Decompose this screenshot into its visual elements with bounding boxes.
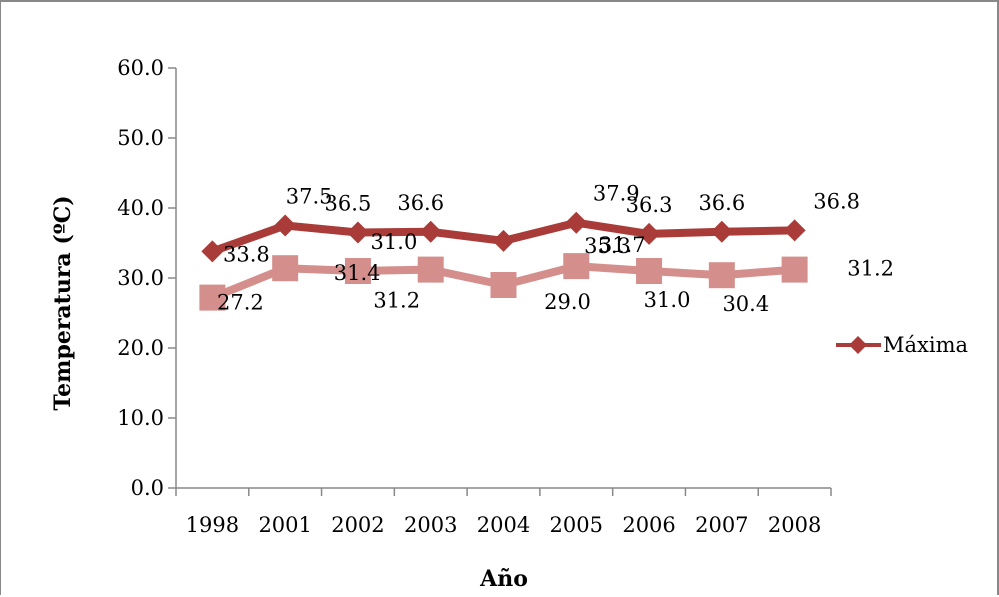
data-point-square <box>708 262 735 289</box>
y-tick-label: 10.0 <box>117 406 164 430</box>
data-label: 33.8 <box>223 242 270 266</box>
x-tick-label: 2001 <box>258 513 311 537</box>
data-point-square <box>199 284 226 311</box>
data-label: 31.4 <box>334 261 381 285</box>
data-label: 37.9 <box>593 182 640 206</box>
series-layer <box>199 211 808 311</box>
data-point-diamond <box>565 211 588 234</box>
data-point-diamond <box>346 221 369 244</box>
legend-label: Máxima <box>883 333 968 357</box>
data-label: 31.7 <box>599 233 646 257</box>
y-tick-label: 50.0 <box>117 126 164 150</box>
x-axis-title: Año <box>479 566 528 592</box>
y-tick-label: 60.0 <box>117 56 164 80</box>
data-label: 36.6 <box>397 191 444 215</box>
data-label: 31.2 <box>847 257 894 281</box>
data-point-square <box>781 256 808 283</box>
y-tick-label: 20.0 <box>117 336 164 360</box>
data-point-diamond <box>201 240 224 263</box>
data-labels: 27.2 31.4 31.0 31.2 29.0 31.7 31.0 30.4 31.2 33.8… <box>217 182 894 317</box>
data-point-diamond <box>274 214 297 237</box>
data-label: 36.3 <box>626 193 673 217</box>
legend: Máxima <box>836 333 968 357</box>
data-label: 31.0 <box>644 288 691 312</box>
data-label: 37.5 <box>286 185 333 209</box>
x-tick-label: 2004 <box>477 513 530 537</box>
data-point-square <box>636 258 663 284</box>
data-point-diamond <box>492 229 515 252</box>
data-point-diamond <box>638 222 661 245</box>
data-label: 27.2 <box>217 291 264 315</box>
x-tick-label: 1998 <box>186 513 239 537</box>
legend-marker-diamond <box>849 336 867 354</box>
x-tick-label: 2005 <box>550 513 603 537</box>
data-point-diamond <box>783 219 806 242</box>
axes: 0.0 10.0 20.0 30.0 40.0 50.0 60.0 1998 2001 2002 2… <box>117 56 832 537</box>
data-point-diamond <box>419 220 442 243</box>
data-point-square <box>272 255 299 282</box>
data-point-square <box>563 253 590 280</box>
data-label: 35.3 <box>584 234 631 258</box>
data-point-diamond <box>710 220 733 243</box>
x-tick-label: 2007 <box>695 513 748 537</box>
y-tick-label: 40.0 <box>117 196 164 220</box>
data-label: 36.6 <box>698 191 745 215</box>
x-tick-label: 2003 <box>404 513 457 537</box>
x-tick-label: 2002 <box>331 513 384 537</box>
data-label: 31.0 <box>371 230 418 254</box>
data-point-square <box>344 258 371 284</box>
data-label: 36.5 <box>325 192 372 216</box>
x-tick-label: 2008 <box>768 513 821 537</box>
y-axis-title: Temperatura (ºC) <box>50 195 76 410</box>
x-tick-label: 2006 <box>622 513 675 537</box>
y-tick-label: 30.0 <box>117 266 164 290</box>
data-label: 31.2 <box>373 289 420 313</box>
y-tick-label: 0.0 <box>131 476 164 500</box>
data-label: 30.4 <box>722 292 769 316</box>
data-point-square <box>490 272 517 298</box>
data-label: 29.0 <box>544 290 591 314</box>
data-label: 36.8 <box>813 189 860 213</box>
data-point-square <box>417 256 444 283</box>
